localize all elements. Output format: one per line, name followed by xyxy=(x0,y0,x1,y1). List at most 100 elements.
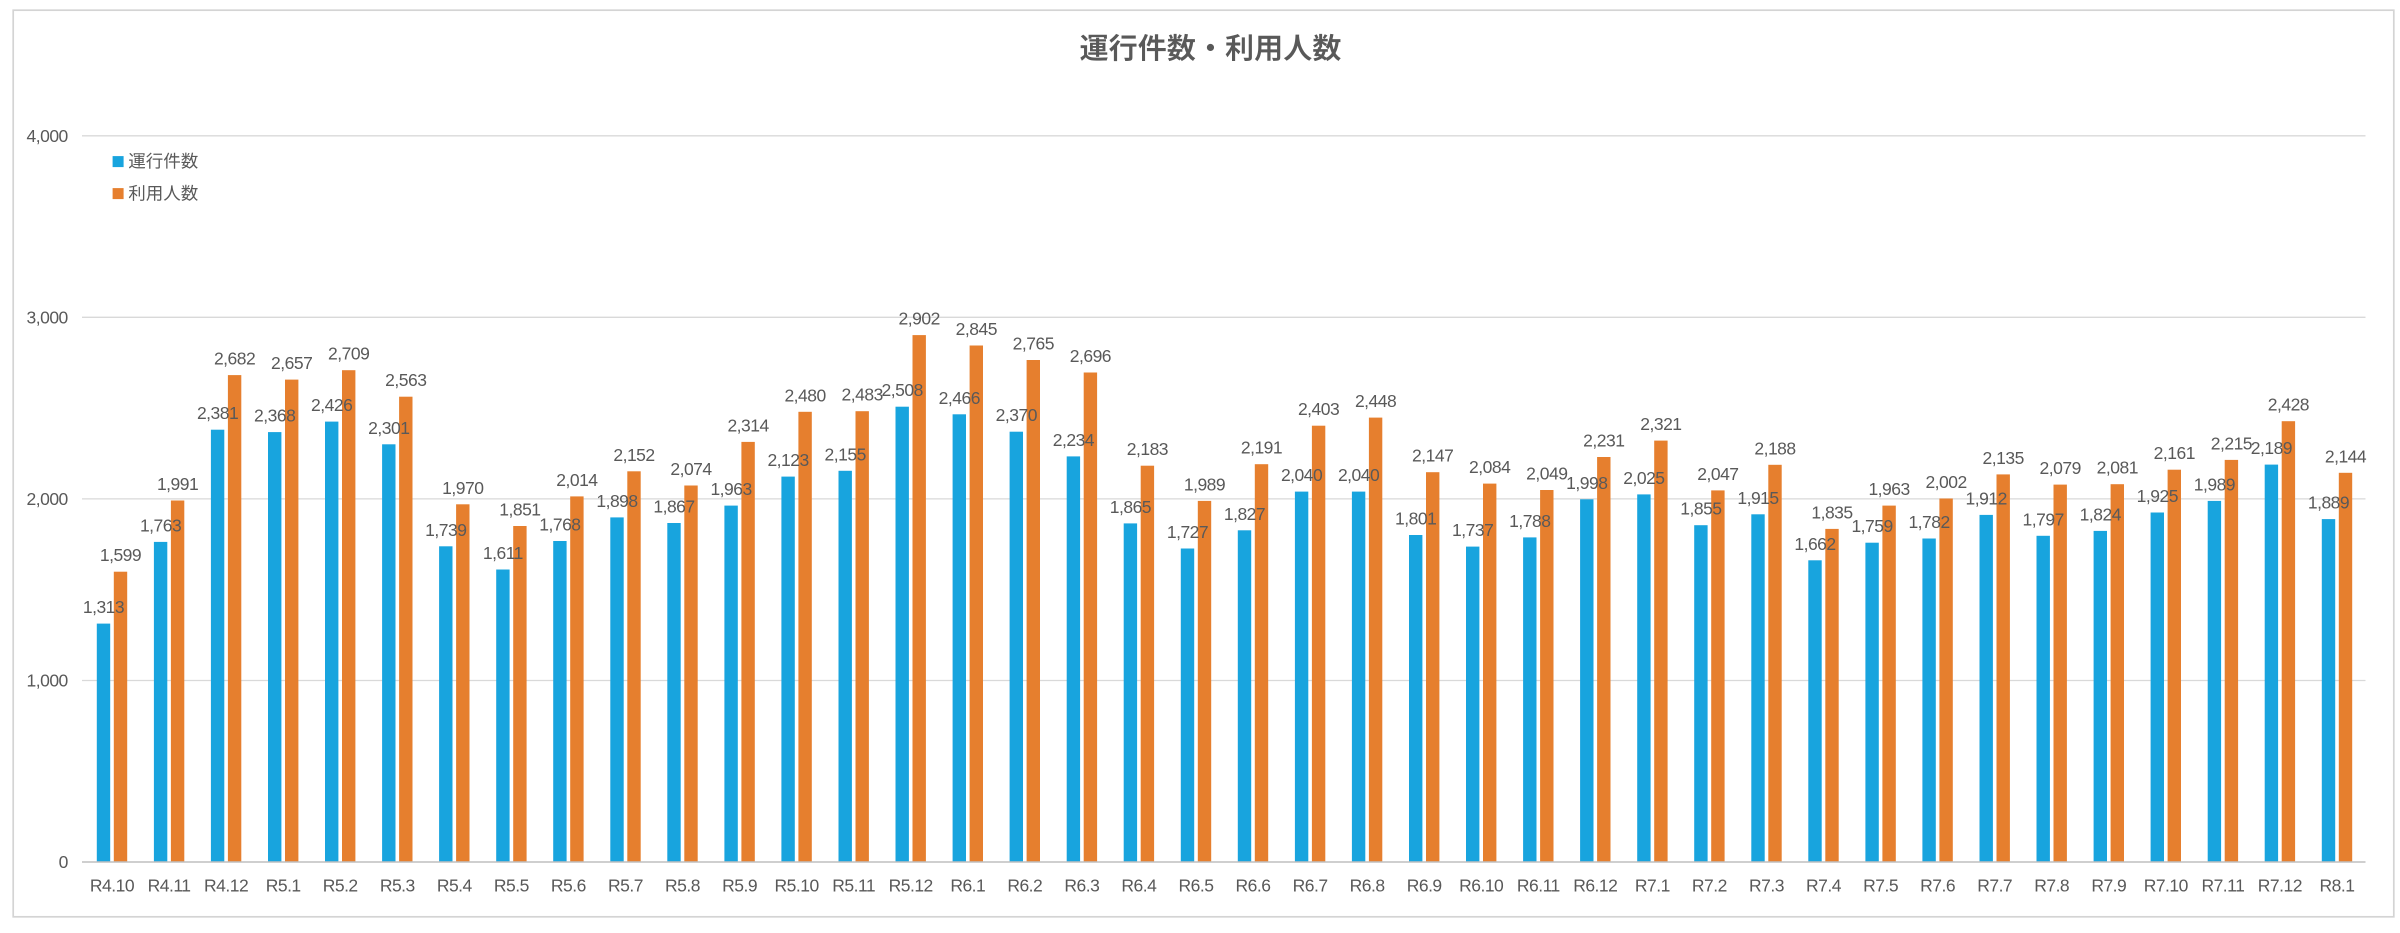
svg-text:2,480: 2,480 xyxy=(784,385,826,405)
svg-text:2,428: 2,428 xyxy=(2268,395,2309,415)
svg-text:1,835: 1,835 xyxy=(1811,502,1852,522)
svg-text:1,788: 1,788 xyxy=(1509,511,1550,531)
svg-text:1,827: 1,827 xyxy=(1224,504,1265,524)
svg-text:1,925: 1,925 xyxy=(2137,486,2178,506)
svg-text:R7.2: R7.2 xyxy=(1692,876,1727,896)
svg-text:2,301: 2,301 xyxy=(368,418,409,438)
svg-text:R4.12: R4.12 xyxy=(204,876,248,896)
svg-text:2,079: 2,079 xyxy=(2040,458,2081,478)
svg-text:1,759: 1,759 xyxy=(1851,516,1892,536)
svg-text:1,801: 1,801 xyxy=(1395,509,1436,529)
svg-text:2,426: 2,426 xyxy=(311,395,352,415)
svg-text:R7.7: R7.7 xyxy=(1977,876,2012,896)
svg-text:R5.6: R5.6 xyxy=(551,876,586,896)
svg-text:2,147: 2,147 xyxy=(1412,446,1453,466)
svg-text:2,682: 2,682 xyxy=(214,349,255,369)
svg-text:2,074: 2,074 xyxy=(670,459,712,479)
svg-text:2,466: 2,466 xyxy=(939,388,980,408)
svg-text:2,040: 2,040 xyxy=(1281,465,1323,485)
svg-text:1,763: 1,763 xyxy=(140,515,181,535)
svg-text:2,000: 2,000 xyxy=(27,489,69,509)
svg-text:R7.11: R7.11 xyxy=(2201,876,2244,896)
svg-text:1,662: 1,662 xyxy=(1794,534,1835,554)
svg-text:1,867: 1,867 xyxy=(653,497,694,517)
svg-text:R4.10: R4.10 xyxy=(90,876,135,896)
svg-text:R6.8: R6.8 xyxy=(1350,876,1385,896)
svg-text:2,081: 2,081 xyxy=(2097,458,2138,478)
svg-text:2,040: 2,040 xyxy=(1338,465,1380,485)
svg-text:2,563: 2,563 xyxy=(385,370,426,390)
svg-text:1,739: 1,739 xyxy=(425,520,466,540)
svg-text:R5.3: R5.3 xyxy=(380,876,415,896)
svg-text:2,657: 2,657 xyxy=(271,353,312,373)
svg-text:R6.5: R6.5 xyxy=(1179,876,1214,896)
svg-text:R5.5: R5.5 xyxy=(494,876,529,896)
svg-text:1,989: 1,989 xyxy=(2194,474,2235,494)
svg-text:R5.12: R5.12 xyxy=(889,876,933,896)
svg-text:2,902: 2,902 xyxy=(899,309,940,329)
svg-text:R7.8: R7.8 xyxy=(2034,876,2069,896)
svg-text:1,963: 1,963 xyxy=(1868,479,1909,499)
svg-text:R6.7: R6.7 xyxy=(1293,876,1328,896)
svg-text:2,368: 2,368 xyxy=(254,406,295,426)
svg-text:R6.3: R6.3 xyxy=(1064,876,1099,896)
svg-text:2,234: 2,234 xyxy=(1053,430,1095,450)
svg-text:1,998: 1,998 xyxy=(1566,473,1607,493)
svg-text:2,215: 2,215 xyxy=(2211,433,2252,453)
svg-text:1,824: 1,824 xyxy=(2080,504,2122,524)
svg-text:R5.4: R5.4 xyxy=(437,876,473,896)
svg-text:2,709: 2,709 xyxy=(328,344,369,364)
svg-text:2,183: 2,183 xyxy=(1127,439,1168,459)
svg-text:R6.10: R6.10 xyxy=(1459,876,1504,896)
svg-text:2,403: 2,403 xyxy=(1298,399,1339,419)
svg-text:1,915: 1,915 xyxy=(1737,488,1778,508)
svg-text:2,189: 2,189 xyxy=(2251,438,2292,458)
svg-text:1,599: 1,599 xyxy=(100,545,141,565)
svg-text:2,161: 2,161 xyxy=(2154,443,2195,463)
svg-text:1,768: 1,768 xyxy=(539,515,580,535)
svg-text:R7.6: R7.6 xyxy=(1920,876,1955,896)
svg-text:2,314: 2,314 xyxy=(727,415,769,435)
svg-text:2,152: 2,152 xyxy=(613,445,654,465)
svg-text:R5.1: R5.1 xyxy=(266,876,301,896)
svg-text:1,797: 1,797 xyxy=(2023,509,2064,529)
svg-text:R6.11: R6.11 xyxy=(1517,876,1560,896)
svg-text:R6.9: R6.9 xyxy=(1407,876,1442,896)
svg-text:1,991: 1,991 xyxy=(157,474,198,494)
svg-text:R7.3: R7.3 xyxy=(1749,876,1784,896)
svg-text:2,483: 2,483 xyxy=(842,385,883,405)
svg-text:R6.12: R6.12 xyxy=(1573,876,1617,896)
svg-text:R6.1: R6.1 xyxy=(950,876,985,896)
svg-text:R5.7: R5.7 xyxy=(608,876,643,896)
svg-text:R5.2: R5.2 xyxy=(323,876,358,896)
svg-text:3,000: 3,000 xyxy=(27,308,69,328)
svg-text:2,188: 2,188 xyxy=(1754,438,1795,458)
svg-text:2,123: 2,123 xyxy=(767,450,808,470)
svg-text:1,963: 1,963 xyxy=(710,479,751,499)
svg-text:R7.9: R7.9 xyxy=(2091,876,2126,896)
svg-text:1,313: 1,313 xyxy=(83,597,124,617)
svg-text:R5.8: R5.8 xyxy=(665,876,700,896)
svg-text:R4.11: R4.11 xyxy=(148,876,191,896)
svg-text:2,448: 2,448 xyxy=(1355,391,1396,411)
svg-text:2,135: 2,135 xyxy=(1983,448,2024,468)
svg-text:2,231: 2,231 xyxy=(1583,431,1624,451)
svg-text:R5.9: R5.9 xyxy=(722,876,757,896)
svg-text:2,381: 2,381 xyxy=(197,403,238,423)
svg-text:2,845: 2,845 xyxy=(956,319,997,339)
svg-text:0: 0 xyxy=(59,852,69,872)
svg-text:R8.1: R8.1 xyxy=(2320,876,2355,896)
svg-text:R5.11: R5.11 xyxy=(832,876,875,896)
svg-text:1,727: 1,727 xyxy=(1167,522,1208,542)
svg-text:R6.2: R6.2 xyxy=(1007,876,1042,896)
svg-text:2,696: 2,696 xyxy=(1070,346,1111,366)
svg-text:2,370: 2,370 xyxy=(996,405,1038,425)
svg-text:1,000: 1,000 xyxy=(27,671,69,691)
svg-text:2,084: 2,084 xyxy=(1469,457,1511,477)
svg-text:R7.12: R7.12 xyxy=(2258,876,2302,896)
svg-text:R7.10: R7.10 xyxy=(2144,876,2189,896)
svg-text:1,851: 1,851 xyxy=(499,500,540,520)
svg-text:2,025: 2,025 xyxy=(1623,468,1664,488)
svg-text:1,737: 1,737 xyxy=(1452,520,1493,540)
svg-text:2,014: 2,014 xyxy=(556,470,598,490)
